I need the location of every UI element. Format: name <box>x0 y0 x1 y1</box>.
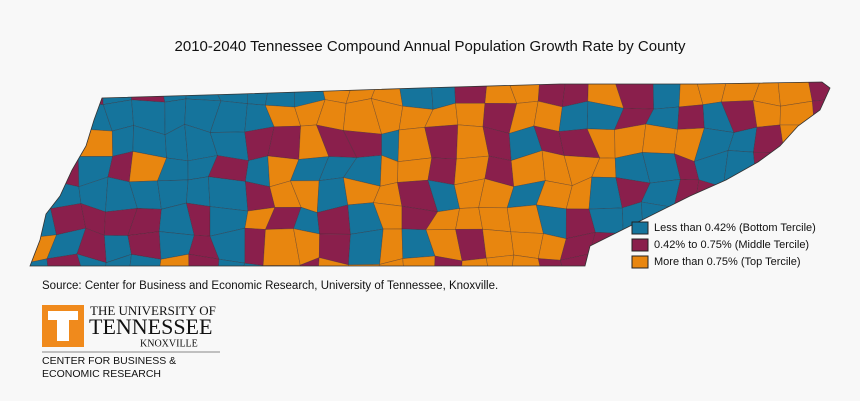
county <box>262 264 301 266</box>
county <box>508 254 545 266</box>
county <box>482 228 515 259</box>
legend: Less than 0.42% (Bottom Tercile) 0.42% to… <box>631 221 816 269</box>
legend-swatch <box>631 255 649 269</box>
legend-swatch <box>631 238 649 252</box>
county <box>397 157 433 183</box>
county <box>348 264 381 266</box>
county <box>402 255 436 266</box>
legend-swatch <box>631 221 649 235</box>
county <box>46 253 88 266</box>
county <box>76 253 107 266</box>
county <box>379 228 404 265</box>
county <box>677 104 705 130</box>
county <box>186 176 211 207</box>
county <box>510 231 544 259</box>
legend-label: 0.42% to 0.75% (Middle Tercile) <box>654 239 809 251</box>
county <box>244 227 266 266</box>
county <box>236 262 266 266</box>
county <box>455 102 486 128</box>
county <box>460 257 492 266</box>
county <box>478 207 512 233</box>
logo-line: KNOXVILLE <box>140 338 198 349</box>
county <box>99 253 132 266</box>
logo: THE UNIVERSITY OF TENNESSEE KNOXVILLE CE… <box>42 303 220 380</box>
county <box>485 254 515 266</box>
county <box>537 258 569 266</box>
county <box>316 257 351 266</box>
county <box>807 82 830 102</box>
county <box>156 253 190 266</box>
county <box>642 123 678 155</box>
county <box>208 176 249 212</box>
logo-line: THE UNIVERSITY OF <box>90 303 216 318</box>
county <box>295 257 320 266</box>
state-outline <box>29 81 831 267</box>
county <box>188 253 220 266</box>
source-note: Source: Center for Business and Economic… <box>42 280 498 292</box>
logo-line: ECONOMIC RESEARCH <box>42 368 161 380</box>
logo-line: CENTER FOR BUSINESS & <box>42 355 176 367</box>
county <box>369 258 406 266</box>
map-title: 2010-2040 Tennessee Compound Annual Popu… <box>175 38 686 55</box>
county <box>348 228 384 266</box>
logo-t <box>48 311 78 341</box>
legend-label: Less than 0.42% (Bottom Tercile) <box>654 222 816 234</box>
legend-label: More than 0.75% (Top Tercile) <box>654 256 801 268</box>
county <box>30 258 51 266</box>
logo-line: TENNESSEE <box>89 314 212 339</box>
county <box>111 125 134 157</box>
county <box>455 207 483 230</box>
county <box>126 253 162 266</box>
county <box>433 255 463 266</box>
